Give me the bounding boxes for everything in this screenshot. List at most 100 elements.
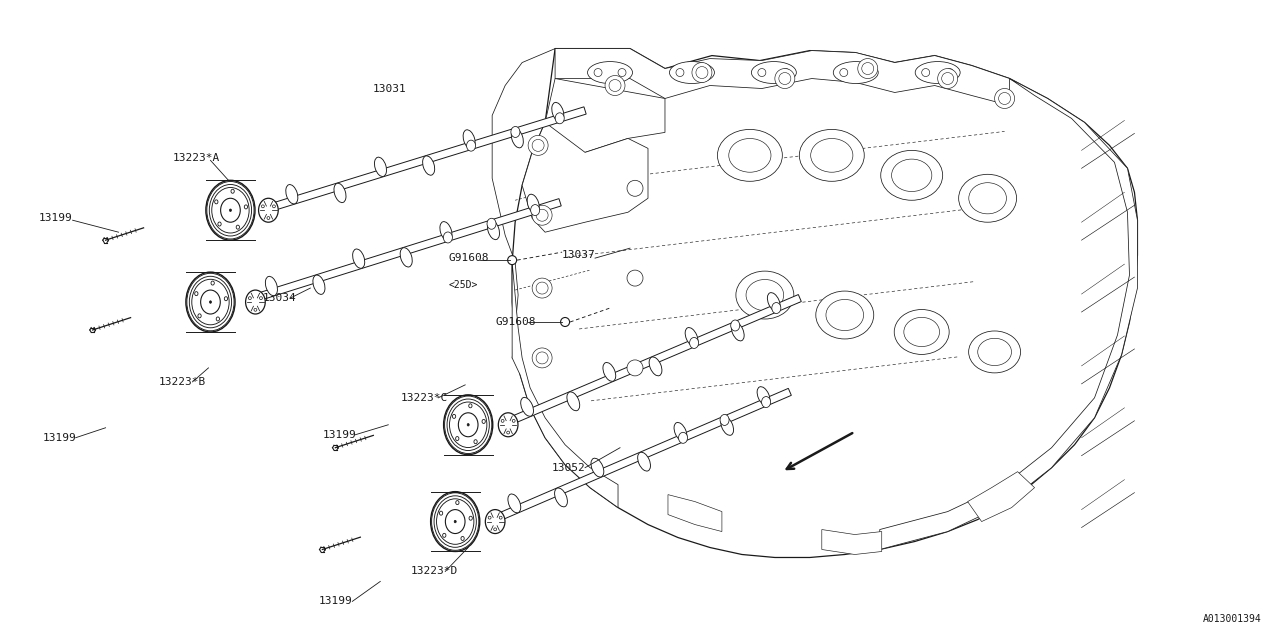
Circle shape	[700, 68, 708, 77]
Ellipse shape	[826, 300, 864, 331]
Ellipse shape	[833, 61, 878, 83]
Circle shape	[778, 72, 791, 84]
Circle shape	[532, 140, 544, 152]
Ellipse shape	[758, 387, 771, 406]
Ellipse shape	[717, 129, 782, 181]
Text: 13031: 13031	[372, 83, 406, 93]
Circle shape	[536, 209, 548, 221]
Polygon shape	[512, 262, 618, 508]
Circle shape	[609, 79, 621, 92]
Ellipse shape	[637, 452, 650, 471]
Ellipse shape	[265, 276, 278, 296]
Circle shape	[946, 68, 954, 77]
Circle shape	[782, 68, 790, 77]
Ellipse shape	[483, 419, 485, 424]
Circle shape	[605, 76, 625, 95]
Ellipse shape	[216, 317, 219, 321]
Circle shape	[488, 516, 492, 519]
Polygon shape	[668, 495, 722, 532]
Ellipse shape	[690, 337, 699, 348]
Text: <25D>: <25D>	[448, 280, 477, 290]
Polygon shape	[512, 49, 1138, 557]
Text: 13199: 13199	[319, 596, 352, 606]
Ellipse shape	[588, 61, 632, 83]
Circle shape	[248, 297, 251, 300]
Ellipse shape	[444, 395, 493, 454]
Ellipse shape	[456, 500, 460, 504]
Ellipse shape	[485, 509, 506, 534]
Ellipse shape	[454, 520, 456, 523]
Ellipse shape	[731, 320, 740, 331]
Polygon shape	[968, 472, 1034, 522]
Circle shape	[995, 88, 1015, 108]
Ellipse shape	[768, 292, 781, 312]
Ellipse shape	[511, 129, 524, 148]
Text: 13223*D: 13223*D	[411, 566, 457, 577]
Ellipse shape	[669, 61, 714, 83]
Circle shape	[529, 136, 548, 156]
Ellipse shape	[762, 397, 771, 408]
Ellipse shape	[881, 150, 942, 200]
Ellipse shape	[375, 157, 387, 177]
Circle shape	[536, 282, 548, 294]
Circle shape	[922, 68, 929, 77]
Ellipse shape	[201, 290, 220, 314]
Circle shape	[507, 431, 509, 434]
Ellipse shape	[675, 422, 687, 442]
Circle shape	[627, 180, 643, 196]
Ellipse shape	[206, 180, 255, 240]
Ellipse shape	[591, 458, 604, 477]
Ellipse shape	[721, 417, 733, 435]
Ellipse shape	[468, 404, 472, 408]
Ellipse shape	[746, 280, 783, 310]
Ellipse shape	[443, 232, 452, 243]
Ellipse shape	[456, 436, 460, 440]
Ellipse shape	[334, 183, 346, 203]
Ellipse shape	[959, 174, 1016, 222]
Circle shape	[627, 360, 643, 376]
Circle shape	[692, 63, 712, 83]
Ellipse shape	[259, 198, 278, 222]
Text: G91608: G91608	[448, 253, 489, 263]
Ellipse shape	[467, 424, 470, 426]
Ellipse shape	[895, 310, 950, 355]
Text: 13223*C: 13223*C	[401, 393, 448, 403]
Circle shape	[676, 68, 684, 77]
Polygon shape	[268, 107, 586, 212]
Ellipse shape	[198, 314, 201, 318]
Ellipse shape	[285, 184, 298, 204]
Ellipse shape	[603, 362, 616, 381]
Ellipse shape	[815, 291, 874, 339]
Ellipse shape	[440, 221, 452, 241]
Circle shape	[864, 68, 872, 77]
Ellipse shape	[488, 220, 499, 239]
Ellipse shape	[463, 130, 475, 149]
Circle shape	[998, 93, 1011, 104]
Ellipse shape	[211, 281, 214, 285]
Ellipse shape	[430, 492, 480, 552]
Polygon shape	[247, 198, 561, 303]
Ellipse shape	[527, 194, 539, 214]
Circle shape	[532, 278, 552, 298]
Ellipse shape	[567, 392, 580, 411]
Circle shape	[861, 63, 874, 74]
Circle shape	[532, 348, 552, 368]
Polygon shape	[522, 122, 648, 232]
Ellipse shape	[458, 413, 477, 436]
Ellipse shape	[230, 189, 234, 193]
Polygon shape	[556, 49, 1010, 106]
Polygon shape	[822, 529, 882, 554]
Circle shape	[774, 68, 795, 88]
Ellipse shape	[969, 182, 1006, 214]
Text: G91608: G91608	[495, 317, 535, 327]
Polygon shape	[543, 79, 666, 186]
Ellipse shape	[554, 488, 567, 507]
Ellipse shape	[246, 290, 265, 314]
Polygon shape	[879, 79, 1138, 550]
Ellipse shape	[474, 440, 477, 444]
Circle shape	[536, 352, 548, 364]
Circle shape	[627, 270, 643, 286]
Ellipse shape	[531, 205, 540, 216]
Ellipse shape	[468, 516, 472, 520]
Circle shape	[561, 317, 570, 326]
